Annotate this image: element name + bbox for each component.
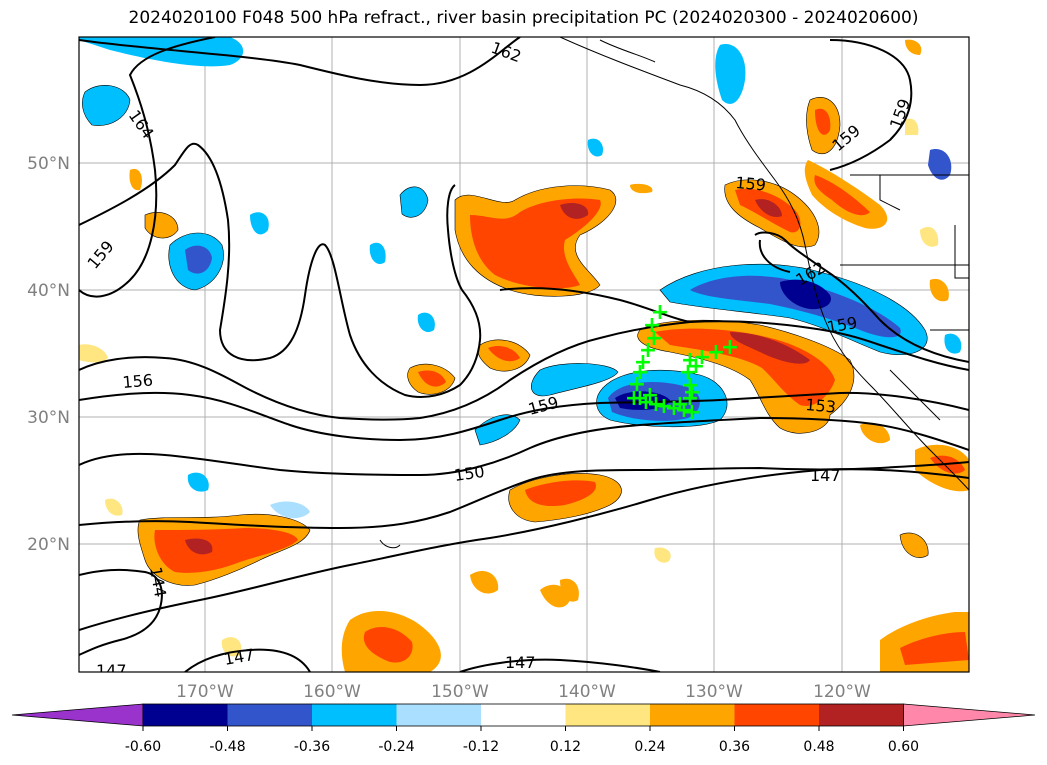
- colorbar-bin: [650, 704, 735, 726]
- colorbar-extend-low: [11, 703, 144, 727]
- river-basin-marker: +: [679, 360, 697, 385]
- river-basin-marker: +: [655, 394, 673, 419]
- river-basin-marker: +: [647, 392, 665, 417]
- lon-label: 160°W: [303, 682, 361, 702]
- river-basin-marker: +: [628, 372, 646, 397]
- contour-label: 147: [810, 466, 841, 485]
- river-basin-marker: +: [681, 373, 699, 398]
- river-basin-marker: +: [693, 345, 711, 370]
- river-basin-marker: +: [634, 350, 652, 375]
- colorbar-tick-label: 0.36: [719, 739, 750, 755]
- contour-label: 156: [122, 370, 154, 392]
- lon-label: 170°W: [176, 682, 234, 702]
- colorbar-tick-label: -0.24: [378, 739, 414, 755]
- colorbar-bin: [227, 704, 313, 726]
- river-basin-marker: +: [687, 354, 705, 379]
- lon-label: 130°W: [685, 682, 743, 702]
- longitude-labels: 170°W 160°W 150°W 140°W 130°W 120°W: [176, 682, 871, 702]
- river-basin-marker: +: [721, 335, 739, 360]
- river-basin-marker: +: [625, 386, 643, 411]
- river-basin-marker: +: [671, 392, 689, 417]
- colorbar-bin: [312, 704, 397, 726]
- colorbar-tick-label: 0.48: [803, 739, 834, 755]
- refractivity-contours: [79, 37, 969, 672]
- colorbar-bin: [481, 704, 566, 726]
- colorbar-tick-label: -0.48: [209, 739, 245, 755]
- contour-label: 147: [505, 653, 536, 672]
- river-basin-marker: +: [645, 326, 663, 351]
- lon-label: 120°W: [813, 682, 871, 702]
- map-border: [78, 36, 970, 673]
- colorbar-bin: [565, 704, 651, 726]
- river-basin-marker: +: [707, 340, 725, 365]
- lat-label: 20°N: [27, 535, 70, 555]
- river-basin-marker: +: [637, 390, 655, 415]
- colorbar-tick-label: -0.60: [125, 739, 161, 755]
- river-basin-marker: +: [651, 300, 669, 325]
- map-title: 2024020100 F048 500 hPa refract., river …: [128, 8, 919, 28]
- river-basin-marker: +: [675, 398, 693, 423]
- river-basin-marker: +: [683, 400, 701, 425]
- negative-anomaly-fields: [79, 37, 962, 519]
- colorbar-bin: [143, 704, 228, 726]
- river-basin-marker: +: [643, 313, 661, 338]
- contour-label: 153: [805, 395, 837, 417]
- latitude-labels: 50°N 40°N 30°N 20°N: [27, 154, 70, 555]
- river-basin-marker: +: [631, 360, 649, 385]
- river-basin-marker: +: [681, 348, 699, 373]
- colorbar-tick-label: -0.12: [463, 739, 499, 755]
- river-basin-marker: +: [639, 338, 657, 363]
- lat-label: 50°N: [27, 154, 70, 174]
- colorbar-tick-label: 0.60: [888, 739, 919, 755]
- contour-label: 159: [735, 173, 767, 195]
- river-basin-marker: +: [681, 386, 699, 411]
- lon-label: 150°W: [431, 682, 489, 702]
- colorbar-bin: [396, 704, 482, 726]
- lat-label: 40°N: [27, 281, 70, 301]
- river-basin-markers: ++++++++++++++++++++++++++: [625, 300, 739, 425]
- colorbar: -0.60 -0.48 -0.36 -0.24 -0.12 0.12 0.24 0.36 0.4…: [11, 703, 1036, 755]
- coastlines: [379, 37, 969, 549]
- colorbar-bin: [734, 704, 820, 726]
- colorbar-tick-label: -0.36: [294, 739, 330, 755]
- river-basin-marker: +: [641, 383, 659, 408]
- river-basin-marker: +: [631, 386, 649, 411]
- colorbar-tick-label: 0.24: [634, 739, 665, 755]
- colorbar-tick-label: 0.12: [550, 739, 581, 755]
- lon-label: 140°W: [558, 682, 616, 702]
- colorbar-bin: [819, 704, 904, 726]
- river-basin-marker: +: [683, 380, 701, 405]
- positive-anomaly-fields: [79, 39, 969, 672]
- river-basin-marker: +: [665, 396, 683, 421]
- contour-label: 150: [453, 462, 486, 485]
- colorbar-extend-high: [903, 703, 1036, 727]
- colorbar-outline: [142, 703, 904, 727]
- lat-label: 30°N: [27, 408, 70, 428]
- contour-label: 147: [96, 661, 127, 680]
